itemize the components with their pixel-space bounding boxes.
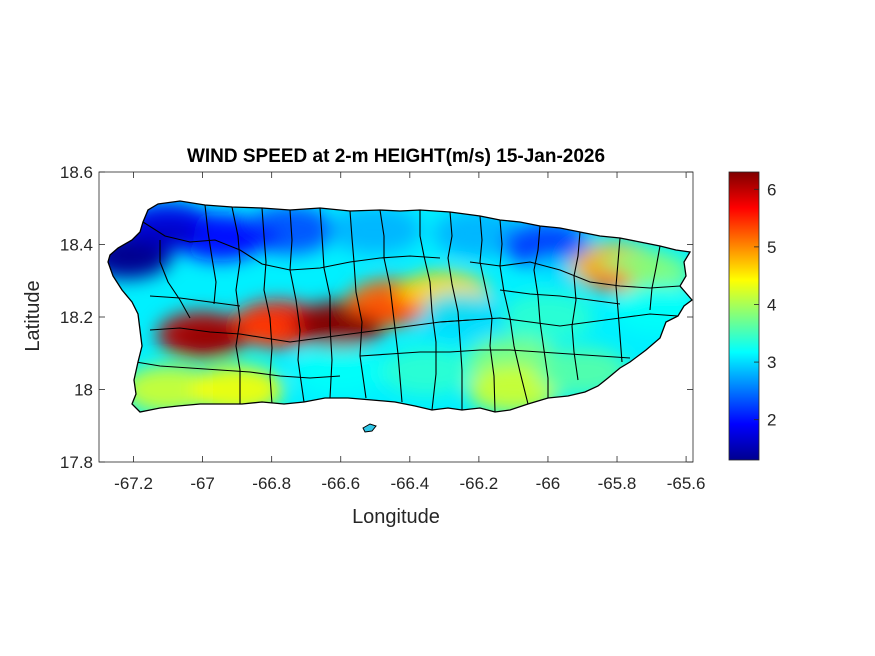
field-sample	[508, 238, 588, 259]
wind-speed-field	[108, 201, 692, 412]
municipality-boundary	[615, 237, 623, 363]
x-tick-label: -66.6	[321, 474, 360, 493]
x-tick-label: -66.2	[460, 474, 499, 493]
municipality-boundary	[499, 219, 529, 405]
municipality-boundary	[419, 210, 437, 411]
x-tick-label: -66	[536, 474, 561, 493]
field-sample	[175, 324, 244, 349]
colorbar-ticks: 2 3 4 5 6	[754, 180, 776, 430]
field-sample	[302, 313, 379, 336]
municipality-boundary	[204, 204, 217, 305]
municipality-boundary	[261, 207, 273, 405]
island-outline	[107, 200, 693, 413]
municipality-boundary	[649, 245, 661, 311]
municipality-boundary	[135, 361, 341, 379]
x-axis-label: Longitude	[352, 506, 440, 528]
municipality-boundary	[533, 225, 549, 398]
x-tick-label: -67.2	[114, 474, 153, 493]
field-sample	[588, 270, 633, 291]
municipality-boundary	[149, 295, 241, 307]
field-sample	[193, 225, 282, 250]
y-tick-label: 17.8	[60, 453, 93, 472]
x-tick-label: -65.6	[667, 474, 706, 493]
municipality-boundary	[359, 349, 631, 359]
x-axis-ticks: -67.2 -67 -66.8 -66.6 -66.4 -66.2 -66 -65.8 -65.…	[114, 172, 705, 493]
field-sample	[128, 221, 209, 246]
municipality-boundary	[149, 319, 471, 343]
municipality-boundary	[499, 289, 621, 305]
x-tick-label: -67	[190, 474, 215, 493]
colorbar-tick-label: 4	[767, 295, 776, 314]
municipality-boundary	[289, 209, 305, 403]
field-sample	[502, 293, 594, 341]
y-axis-label: Latitude	[22, 280, 44, 351]
municipality-boundary	[231, 206, 241, 404]
y-tick-label: 18.6	[60, 163, 93, 182]
municipality-boundary	[159, 240, 191, 319]
municipality-boundary	[439, 313, 679, 327]
municipality-boundary	[447, 211, 463, 410]
colorbar-tick-label: 3	[767, 353, 776, 372]
x-tick-label: -66.8	[252, 474, 291, 493]
municipality-boundary	[469, 261, 681, 289]
municipality-boundary	[479, 215, 496, 412]
y-axis-ticks: 17.8 18 18.2 18.4 18.6	[60, 163, 693, 472]
field-sample	[415, 293, 508, 341]
municipality-boundaries	[135, 204, 681, 412]
x-tick-label: -65.8	[598, 474, 637, 493]
field-sample	[122, 365, 215, 412]
field-sample	[381, 347, 474, 396]
colorbar-tick-label: 6	[767, 180, 776, 199]
caja-de-muertos-island	[362, 423, 377, 433]
plot-title: WIND SPEED at 2-m HEIGHT(m/s) 15-Jan-202…	[187, 146, 605, 167]
y-tick-label: 18	[74, 381, 93, 400]
municipality-boundary	[142, 221, 441, 271]
field-sample	[236, 315, 293, 340]
y-tick-label: 18.2	[60, 308, 93, 327]
municipality-boundary	[571, 231, 581, 381]
colorbar-tick-label: 2	[767, 411, 776, 430]
x-tick-label: -66.4	[390, 474, 429, 493]
field-sample	[329, 206, 422, 254]
field-sample	[191, 365, 284, 412]
municipality-boundary	[319, 207, 333, 399]
colorbar-tick-label: 5	[767, 238, 776, 257]
y-tick-label: 18.4	[60, 236, 93, 255]
colorbar	[728, 171, 760, 461]
